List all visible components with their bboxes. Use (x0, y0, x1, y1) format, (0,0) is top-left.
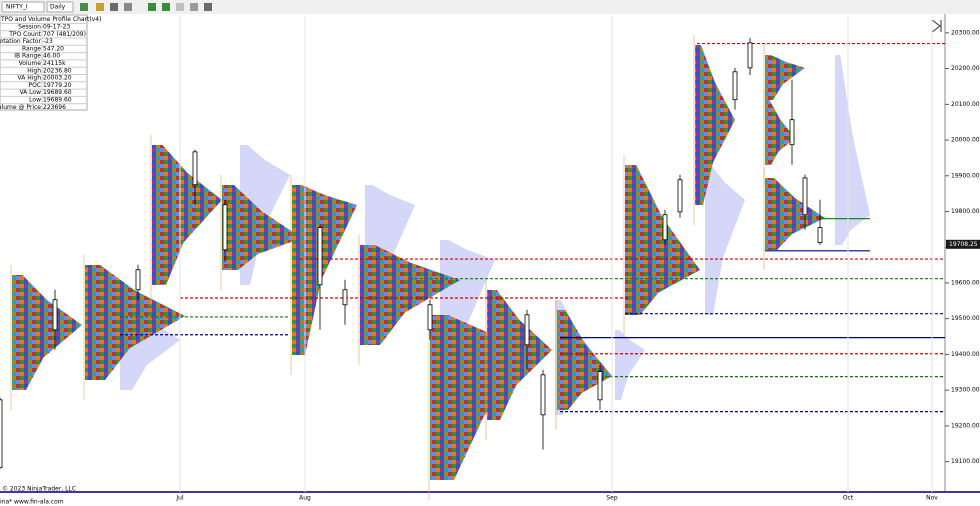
tpo-profile (695, 45, 735, 205)
info-value: 20003.20 (43, 75, 72, 82)
candle-body (192, 151, 198, 186)
y-tick-label: 19300.00 (951, 387, 980, 394)
candle-body (427, 304, 433, 331)
candle-body (817, 227, 823, 244)
x-tick-label: Nov (926, 495, 938, 502)
info-key: Session (18, 24, 41, 31)
tpo-profile (765, 100, 795, 165)
candle-body (747, 42, 753, 69)
toolbar (0, 0, 980, 14)
interval[interactable]: Daily (50, 4, 66, 11)
current-price-box (946, 239, 980, 249)
candle-body (222, 204, 228, 251)
candle-body (317, 227, 323, 286)
info-title: TPO and Volume Profile Chart(v4) (0, 16, 101, 23)
info-key: High (27, 67, 41, 74)
scroll-end-button[interactable] (931, 19, 942, 33)
profiles (10, 35, 870, 500)
info-value: 24115k (43, 60, 66, 67)
tpo-profile (222, 185, 302, 270)
tpo-profile (12, 275, 82, 390)
info-key: IB Range (14, 53, 41, 60)
info-key: Volume (19, 60, 42, 67)
tpo-profile (360, 245, 460, 345)
x-tick-label: Oct (843, 495, 854, 502)
candle-body (540, 374, 546, 416)
y-tick-label: 20200.00 (951, 65, 980, 72)
y-tick-label: 19600.00 (951, 279, 980, 286)
candles (0, 37, 823, 469)
instrument-selector[interactable] (1, 1, 45, 13)
volume-profile (615, 330, 645, 400)
candle-body (662, 214, 668, 241)
y-tick-label: 19500.00 (951, 315, 980, 322)
info-key: Range (22, 45, 41, 52)
tpo-profile (85, 265, 185, 380)
info-value: 547.20 (43, 45, 64, 52)
current-price-label: 19708.25 (949, 241, 978, 248)
x-tick-label: Jul (175, 495, 184, 502)
y-tick-label: 19200.00 (951, 422, 980, 429)
y-tick-label: 20300.00 (951, 29, 980, 36)
levels (120, 42, 945, 413)
volume-profile (835, 55, 870, 245)
info-key: POC (28, 82, 41, 89)
site: ina* www.fin-ala.com (0, 499, 64, 506)
y-tick-label: 19800.00 (951, 208, 980, 215)
info-key: Rotation Factor (0, 38, 42, 45)
toolbar-icons[interactable] (80, 3, 212, 11)
info-value: 09-17-23 (43, 24, 70, 31)
tpo-profile (487, 290, 552, 420)
y-tick-label: 19900.00 (951, 172, 980, 179)
y-tick-label: 19100.00 (951, 458, 980, 465)
x-tick-label: Aug (299, 495, 311, 502)
y-tick-label: 20000.00 (951, 137, 980, 144)
interval-selector[interactable] (46, 1, 74, 13)
x-tick-label: Sep (606, 495, 618, 502)
candle-body (135, 269, 141, 291)
info-value: 46.00 (43, 53, 60, 60)
candle-body (802, 177, 808, 216)
tpo-profile (765, 55, 805, 100)
instrument[interactable]: NIFTY_I (6, 4, 28, 11)
info-value: 19689.60 (43, 97, 72, 104)
tpo-profile (292, 185, 357, 355)
tpo-profile (557, 310, 612, 410)
info-value: 20236.80 (43, 67, 72, 74)
tpo-profile (152, 145, 222, 285)
candle-body (0, 399, 3, 469)
info-value: 223696 (43, 104, 66, 111)
info-value: 707 (481/209) (43, 31, 86, 38)
tpo-profile (625, 165, 700, 315)
candle-body (597, 371, 603, 401)
candle-body (677, 179, 683, 213)
candle-body (342, 289, 348, 306)
info-key: TPO Count (8, 31, 41, 38)
candle-body (732, 71, 738, 101)
info-value: 19779.20 (43, 82, 72, 89)
info-value: 19689.60 (43, 89, 72, 96)
copyright: © 2023 NinjaTrader, LLC (2, 486, 76, 493)
candle-body (524, 314, 530, 346)
info-key: Low (29, 97, 41, 104)
volume-profile (705, 165, 745, 315)
info-key: VA High (17, 75, 41, 82)
y-tick-label: 19400.00 (951, 351, 980, 358)
y-tick-label: 20100.00 (951, 101, 980, 108)
tpo-profile (765, 178, 825, 250)
info-value: -23 (43, 38, 53, 45)
info-key: Volume @ Price (0, 104, 41, 111)
candle-body (789, 119, 795, 146)
info-key: VA Low (19, 89, 41, 96)
candle-body (52, 299, 58, 331)
